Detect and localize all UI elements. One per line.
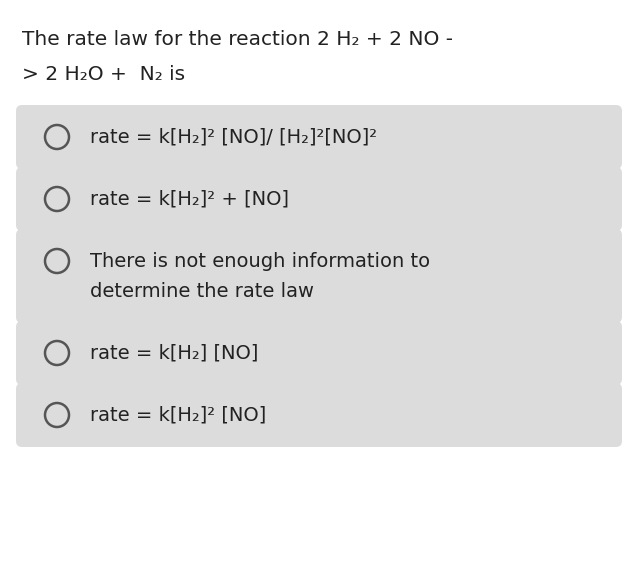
Text: > 2 H₂O +  N₂ is: > 2 H₂O + N₂ is	[22, 65, 185, 84]
Circle shape	[45, 403, 69, 427]
Text: rate = k[H₂] [NO]: rate = k[H₂] [NO]	[90, 344, 258, 362]
Text: There is not enough information to: There is not enough information to	[90, 252, 430, 271]
Text: determine the rate law: determine the rate law	[90, 282, 314, 301]
FancyBboxPatch shape	[16, 105, 622, 169]
Circle shape	[45, 125, 69, 149]
Text: rate = k[H₂]² [NO]: rate = k[H₂]² [NO]	[90, 405, 266, 424]
FancyBboxPatch shape	[16, 383, 622, 447]
FancyBboxPatch shape	[16, 321, 622, 385]
FancyBboxPatch shape	[16, 167, 622, 231]
Circle shape	[45, 341, 69, 365]
Circle shape	[45, 249, 69, 273]
Circle shape	[45, 187, 69, 211]
Text: The rate law for the reaction 2 H₂ + 2 NO -: The rate law for the reaction 2 H₂ + 2 N…	[22, 30, 453, 49]
FancyBboxPatch shape	[16, 229, 622, 323]
Text: rate = k[H₂]² [NO]/ [H₂]²[NO]²: rate = k[H₂]² [NO]/ [H₂]²[NO]²	[90, 127, 377, 147]
Text: rate = k[H₂]² + [NO]: rate = k[H₂]² + [NO]	[90, 190, 289, 208]
